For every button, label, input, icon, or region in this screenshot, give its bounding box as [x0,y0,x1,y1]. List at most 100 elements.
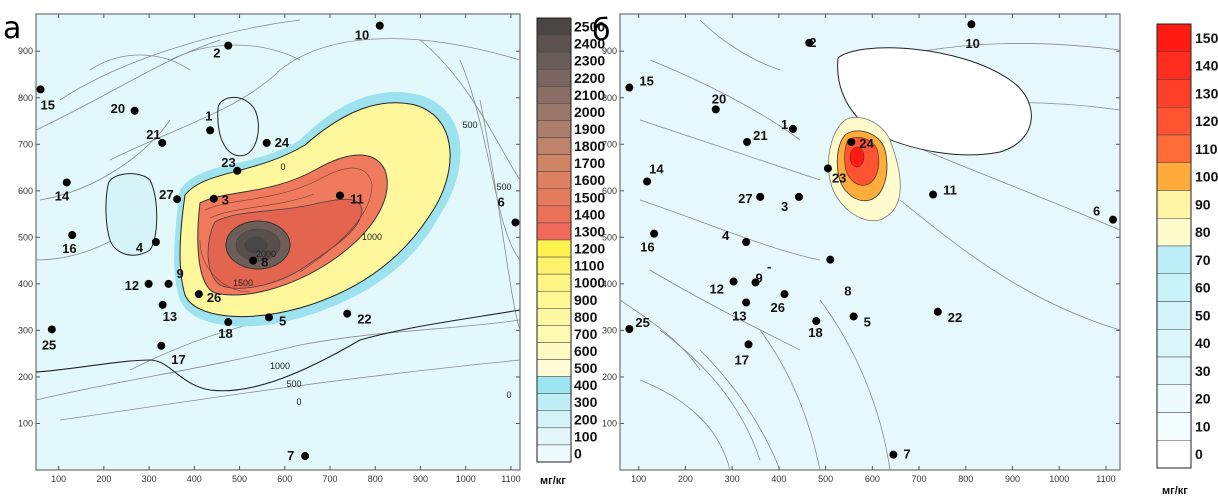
panel-b-letter: б [592,13,611,48]
x-tick-label: 700 [323,474,338,484]
legend-level-label: 700 [574,326,598,342]
x-tick-label: 300 [142,474,157,484]
legend-level-label: 1500 [574,189,605,205]
contour-value-label: 0 [506,390,511,400]
legend-level-label: 2200 [574,70,605,86]
x-tick-label: 900 [413,474,428,484]
legend-swatch [536,273,572,292]
sample-point-22 [933,307,942,316]
sample-point-label: 10 [965,36,979,51]
legend-swatch [536,34,572,53]
panel-a-high-contours [199,167,373,293]
sample-point-label: 2 [213,46,220,61]
legend-level-label: 1900 [574,121,605,137]
sample-point-label: 6 [1093,204,1100,219]
legend-level-label: 130 [1195,85,1218,101]
sample-point-22 [343,309,352,318]
sample-point-10 [967,20,976,29]
legend-swatch [536,393,572,412]
panel-a-zero-contour [36,309,520,392]
panel-a-axis-ticks: 100 200 300 400 500 600 700 800 900 1000 110010020… [18,14,521,484]
sample-point-6 [511,218,520,227]
panel-a-peak-core [243,235,269,255]
sample-point-5 [264,313,273,322]
legend-frame [1156,23,1192,469]
sample-point-label: 16 [640,240,654,255]
legend-level-label: 1200 [574,241,605,257]
x-tick-label: 400 [771,474,786,484]
legend-swatch [536,444,572,463]
legend-swatch [536,222,572,241]
sample-point-label: 9 [177,266,184,281]
legend-swatch [1156,329,1192,358]
sample-point-4 [742,238,751,246]
sample-point-label: 20 [111,101,125,116]
x-tick-label: 300 [725,474,740,484]
legend-level-label: 100 [574,428,598,444]
sample-point-11 [335,191,344,200]
sample-point-16 [68,231,77,240]
sample-point-label: 6 [497,194,504,209]
sample-point-label: 10 [355,28,369,43]
legend-level-label: 1400 [574,206,605,222]
legend-level-label: 20 [1195,391,1211,407]
x-tick-label: 1100 [1096,474,1115,484]
y-tick-label: 200 [18,372,33,382]
sample-point-label: 3 [781,199,788,214]
sample-point-label: 11 [350,191,364,206]
sample-point-label: 17 [171,352,185,367]
x-tick-label: 100 [51,474,66,484]
legend-level-label: 400 [574,377,598,393]
x-tick-label: 500 [818,474,833,484]
legend-swatch [536,171,572,190]
sample-point-label: 12 [125,278,139,293]
sample-point-27 [173,195,182,204]
legend-swatch [536,120,572,138]
legend-level-label: 70 [1195,252,1211,268]
legend-level-label: 600 [574,343,598,359]
legend-level-label: 2000 [574,104,605,120]
legend-level-label: 150 [1195,30,1218,46]
sample-point-label: 24 [275,135,290,150]
legend-swatch [536,325,572,343]
x-tick-label: 100 [631,474,646,484]
legend-level-label: 800 [574,309,598,325]
legend-swatch [536,188,572,207]
sample-point-20 [711,105,720,114]
contour-value-label: 1000 [362,232,382,242]
sample-point-11 [929,190,938,199]
y-tick-label: 200 [602,372,617,382]
legend-frame [536,17,572,463]
legend-level-label: 2300 [574,53,605,69]
y-tick-label: 900 [18,46,33,56]
panel-b-surface [620,19,1120,470]
panel-b: 2090 10020030040050060070080090010001100… [592,13,1121,484]
sample-point-label: 25 [635,315,649,330]
legend-level-label: 1300 [574,223,605,239]
sample-point-20 [130,106,139,115]
legend-swatch [536,137,572,155]
sample-point-18 [812,317,821,326]
legend-swatch [536,103,572,121]
sample-point-14 [62,178,71,187]
sample-point-label: 9 [756,270,763,285]
sample-point-17 [744,340,753,349]
legend-swatch [1156,51,1192,80]
legend-swatch [536,308,572,326]
sample-point-label: 23 [221,155,235,170]
legend-level-label: 100 [1195,169,1218,185]
y-tick-label: 400 [18,279,33,289]
sample-point-25 [625,325,634,334]
panel-b-axis-ticks: 100 200 300 400 500 600 700 800 900 1000 1100 100 20… [602,14,1120,484]
legend-level-label: 2500 [574,19,605,35]
sample-point-label: 7 [903,447,910,462]
sample-point-1 [206,126,215,135]
sample-point-label: 18 [218,326,232,341]
sample-point-4 [151,238,160,246]
x-tick-label: 500 [232,474,247,484]
y-tick-label: 600 [602,186,617,196]
sample-point-15 [36,85,45,94]
legend-swatch [536,342,572,360]
sample-point-label: 12 [710,282,724,297]
sample-point-15 [625,83,634,92]
